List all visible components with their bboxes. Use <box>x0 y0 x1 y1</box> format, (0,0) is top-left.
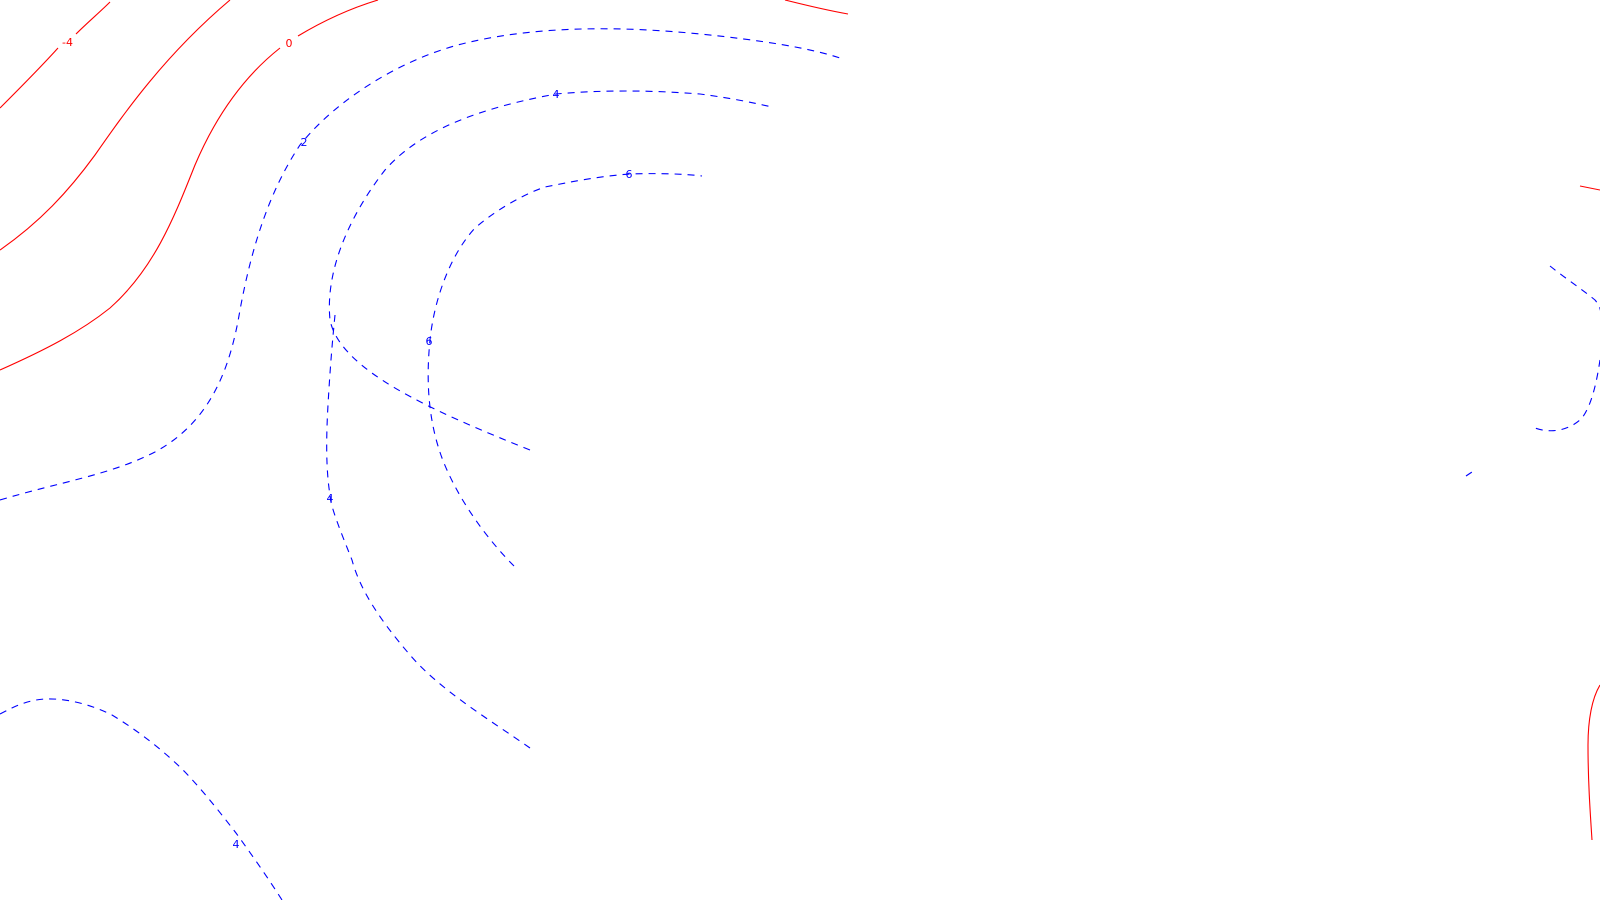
contour-label-4-mid: 4 <box>327 492 334 505</box>
contour-label-4-bottom: 4 <box>233 838 240 851</box>
contour-line-topright-red <box>784 0 849 15</box>
contour-line-mid-red <box>0 0 231 251</box>
contour-label-6-left: 6 <box>426 335 433 348</box>
contour-line-zero-segment-b <box>297 0 379 37</box>
contour-line-right-lower <box>1534 359 1600 432</box>
contour-line-bottomright-red <box>1587 684 1600 841</box>
contour-line-right-closed <box>1549 265 1600 318</box>
contour-line-6 <box>427 173 703 567</box>
contour-labels: -4 0 2 4 6 6 4 4 <box>62 36 633 851</box>
contour-label-6-top: 6 <box>626 168 633 181</box>
contour-label-4-top: 4 <box>553 88 560 101</box>
contour-line-zero-segment-a <box>0 47 281 371</box>
contour-line-right-tick-blue <box>1465 471 1473 477</box>
solid-contours <box>0 0 1600 841</box>
contour-line-neg4-segment-a <box>0 47 59 109</box>
contour-label-2: 2 <box>301 136 308 149</box>
contour-label-neg4: -4 <box>62 36 73 49</box>
contour-line-neg4-segment-b <box>75 1 111 35</box>
contour-line-4-bottom <box>0 698 283 900</box>
contour-line-right-tick-red <box>1579 185 1600 191</box>
dashed-contours <box>0 28 1600 900</box>
contour-line-2 <box>0 28 841 501</box>
contour-line-4-mid <box>326 314 531 749</box>
contour-line-4-top <box>328 90 773 451</box>
contour-label-zero: 0 <box>286 37 293 50</box>
